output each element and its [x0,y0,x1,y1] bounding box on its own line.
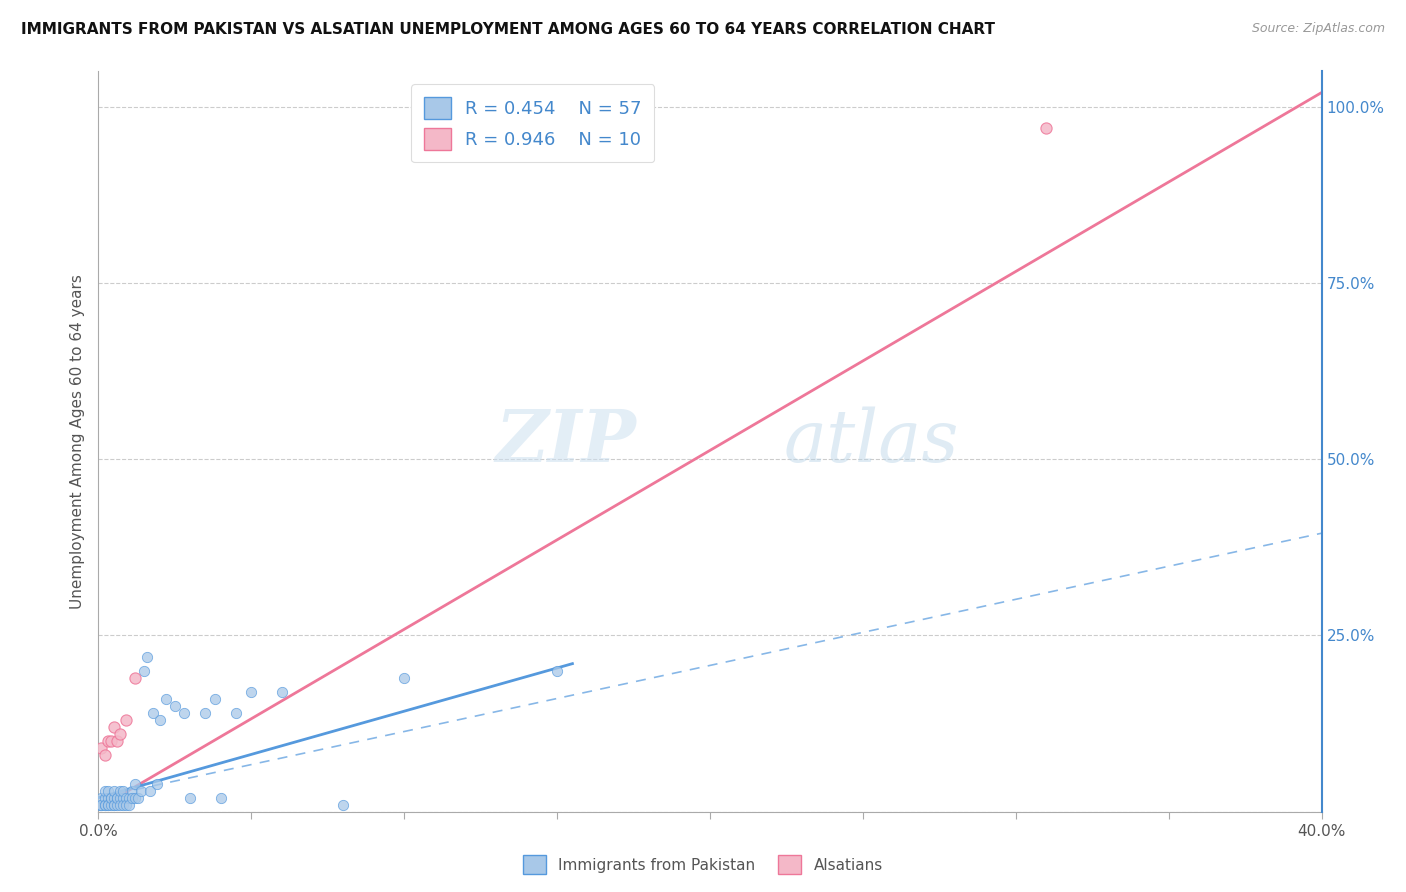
Point [97,797,120,812]
Point [209,790,232,805]
Point [155,692,177,706]
Point [100,734,122,748]
Point [90,797,112,812]
Point [90,741,112,756]
Point [118,797,141,812]
Point [124,776,146,790]
Point [194,706,217,720]
Point [111,790,134,805]
Point [93,797,115,812]
Point [89,797,111,812]
Legend: R = 0.454    N = 57, R = 0.946    N = 10: R = 0.454 N = 57, R = 0.946 N = 10 [411,84,654,162]
Text: ZIP: ZIP [496,406,637,477]
Point [108,727,131,741]
Point [240,685,263,699]
Point [142,706,165,720]
Point [105,734,128,748]
Point [103,720,125,734]
Point [129,783,152,797]
Point [93,783,115,797]
Point [121,790,143,805]
Point [127,790,149,805]
Point [115,790,138,805]
Point [100,790,122,805]
Point [93,790,115,805]
Point [105,790,128,805]
Point [90,790,112,805]
Point [115,713,138,727]
Point [97,790,120,805]
Point [103,783,125,797]
Point [111,797,134,812]
Legend: Immigrants from Pakistan, Alsatians: Immigrants from Pakistan, Alsatians [517,849,889,880]
Point [392,671,416,685]
Point [121,783,143,797]
Point [163,698,186,713]
Point [145,776,167,790]
Point [108,797,131,812]
Point [225,706,247,720]
Point [139,783,162,797]
Point [270,685,292,699]
Point [97,783,120,797]
Point [111,783,134,797]
Point [108,790,131,805]
Point [108,783,131,797]
Point [124,671,146,685]
Point [105,797,128,812]
Text: IMMIGRANTS FROM PAKISTAN VS ALSATIAN UNEMPLOYMENT AMONG AGES 60 TO 64 YEARS CORR: IMMIGRANTS FROM PAKISTAN VS ALSATIAN UNE… [21,22,995,37]
Point [97,734,120,748]
Point [90,797,112,812]
Y-axis label: Unemployment Among Ages 60 to 64 years: Unemployment Among Ages 60 to 64 years [69,274,84,609]
Text: Source: ZipAtlas.com: Source: ZipAtlas.com [1251,22,1385,36]
Point [1035,120,1057,135]
Point [97,797,120,812]
Text: atlas: atlas [783,406,959,477]
Point [105,790,128,805]
Point [103,797,125,812]
Point [124,790,146,805]
Point [100,797,122,812]
Point [103,790,125,805]
Point [136,649,159,664]
Point [118,790,141,805]
Point [149,713,172,727]
Point [179,790,201,805]
Point [115,797,138,812]
Point [204,692,226,706]
Point [100,790,122,805]
Point [332,797,354,812]
Point [103,797,125,812]
Point [93,748,115,763]
Point [546,664,568,678]
Point [173,706,195,720]
Point [93,797,115,812]
Point [134,664,156,678]
